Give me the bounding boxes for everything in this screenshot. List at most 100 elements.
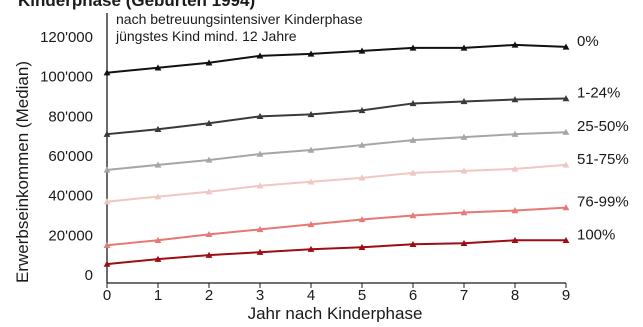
- data-point-marker: [358, 141, 366, 148]
- data-point-marker: [460, 98, 468, 105]
- x-tick-label: 0: [103, 287, 111, 304]
- data-point-marker: [409, 240, 417, 247]
- data-point-marker: [460, 167, 468, 174]
- data-point-marker: [358, 106, 366, 114]
- data-point-marker: [409, 44, 417, 51]
- data-point-marker: [409, 136, 417, 143]
- data-point-marker: [460, 44, 468, 51]
- series-6: 100%: [103, 226, 615, 267]
- series-label: 0%: [577, 33, 599, 50]
- data-point-marker: [205, 230, 213, 238]
- x-tick-label: 2: [205, 287, 213, 304]
- data-point-marker: [103, 241, 111, 248]
- data-point-marker: [358, 216, 366, 223]
- data-point-marker: [460, 239, 468, 246]
- x-tick-label: 4: [307, 287, 315, 304]
- data-point-marker: [103, 166, 111, 173]
- series-1: 0%: [103, 33, 599, 76]
- data-point-marker: [205, 119, 213, 126]
- data-point-marker: [409, 169, 417, 176]
- series-4: 51-75%: [103, 151, 629, 205]
- data-point-marker: [409, 100, 417, 107]
- y-axis-label: Erwerbseinkommen (Median): [13, 61, 32, 283]
- series-group: 0% 1-24% 25-50% 51-75% 76-99% 100%: [103, 33, 629, 267]
- data-point-marker: [307, 178, 315, 185]
- data-point-marker: [103, 260, 111, 267]
- data-point-marker: [460, 133, 468, 140]
- x-tick-label: 7: [460, 287, 468, 304]
- data-point-marker: [358, 243, 366, 250]
- data-point-marker: [256, 225, 264, 233]
- data-point-marker: [562, 161, 570, 168]
- x-tick-label: 5: [358, 287, 366, 304]
- data-point-marker: [256, 248, 264, 255]
- data-point-marker: [562, 95, 570, 102]
- series-label: 1-24%: [577, 84, 620, 101]
- data-point-marker: [511, 207, 519, 214]
- y-tick-label: 100'000: [40, 69, 93, 86]
- x-tick-label: 9: [562, 287, 570, 304]
- x-tick-label: 8: [511, 287, 519, 304]
- data-point-marker: [511, 96, 519, 103]
- x-tick-label: 6: [409, 287, 417, 304]
- data-point-marker: [205, 156, 213, 163]
- series-label: 76-99%: [577, 194, 629, 211]
- series-5: 76-99%: [103, 194, 629, 248]
- data-point-marker: [103, 198, 111, 205]
- data-point-marker: [154, 64, 162, 71]
- data-point-marker: [358, 174, 366, 181]
- series-line: [106, 239, 566, 266]
- series-3: 25-50%: [103, 118, 629, 173]
- data-point-marker: [511, 165, 519, 172]
- data-point-marker: [307, 245, 315, 252]
- data-point-marker: [154, 125, 162, 132]
- data-point-marker: [103, 130, 111, 137]
- subtitle-line-1: nach betreuungsintensiver Kinderphase: [116, 11, 363, 27]
- data-point-marker: [409, 212, 417, 219]
- data-point-marker: [307, 146, 315, 153]
- data-point-marker: [562, 128, 570, 135]
- data-point-marker: [205, 59, 213, 66]
- data-point-marker: [154, 255, 162, 262]
- data-point-marker: [154, 236, 162, 244]
- data-point-marker: [511, 130, 519, 137]
- data-point-marker: [307, 50, 315, 57]
- series-line: [106, 131, 567, 171]
- data-point-marker: [154, 161, 162, 168]
- data-point-marker: [256, 112, 264, 120]
- series-label: 100%: [577, 226, 615, 243]
- series-line: [106, 206, 567, 247]
- data-point-marker: [562, 236, 570, 244]
- data-point-marker: [562, 43, 570, 50]
- series-label: 25-50%: [577, 118, 629, 135]
- y-tick-label: 120'000: [40, 29, 93, 46]
- y-tick-label: 20'000: [48, 227, 93, 244]
- data-point-marker: [358, 47, 366, 54]
- series-label: 51-75%: [577, 151, 629, 168]
- x-axis-label: Jahr nach Kinderphase: [248, 304, 423, 322]
- data-point-marker: [511, 236, 519, 244]
- data-point-marker: [307, 110, 315, 118]
- chart-title: Kinderphase (Geburten 1994): [18, 0, 255, 10]
- y-tick-label: 40'000: [48, 188, 93, 205]
- data-point-marker: [562, 204, 570, 211]
- data-point-marker: [154, 193, 162, 200]
- subtitle-line-2: jüngstes Kind mind. 12 Jahre: [115, 28, 297, 44]
- data-point-marker: [205, 251, 213, 258]
- y-tick-label: 80'000: [48, 108, 93, 125]
- data-point-marker: [205, 188, 213, 195]
- series-line: [106, 43, 567, 74]
- series-line: [106, 163, 567, 203]
- data-point-marker: [256, 52, 264, 59]
- data-point-marker: [103, 69, 111, 76]
- x-tick-label: 1: [154, 287, 162, 304]
- data-point-marker: [256, 182, 264, 189]
- series-2: 1-24%: [103, 84, 620, 137]
- data-point-marker: [460, 209, 468, 216]
- x-tick-label: 3: [256, 287, 264, 304]
- series-line: [106, 97, 567, 136]
- y-tick-label: 0: [85, 267, 93, 284]
- y-tick-label: 60'000: [48, 148, 93, 165]
- data-point-marker: [256, 150, 264, 157]
